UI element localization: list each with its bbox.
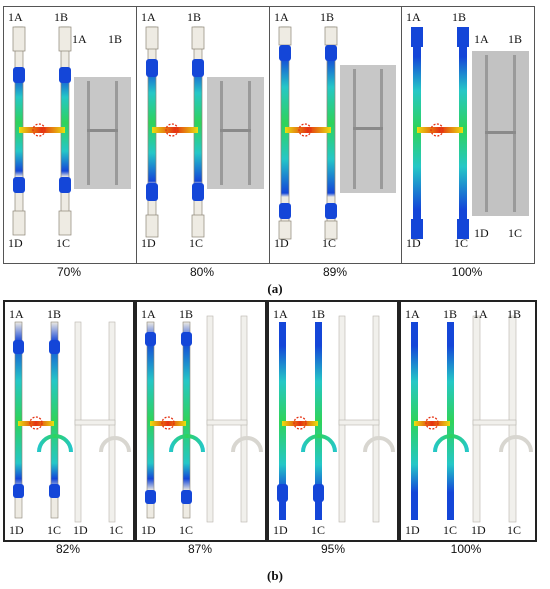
label-1a: 1A xyxy=(141,10,156,24)
label-1c: 1C xyxy=(311,523,326,537)
label-1b: 1B xyxy=(443,307,458,321)
figure-row-a: 1A 1B 1A 1B 1D 1C xyxy=(3,6,535,296)
panel-b-100: 1A 1B 1A 1B 1D 1C 1D 1C xyxy=(399,300,537,542)
panel-a-80: 1A 1B 1D 1C xyxy=(136,6,270,264)
label-1b: 1B xyxy=(452,10,467,24)
photo-label-1c: 1C xyxy=(507,523,522,537)
label-1b: 1B xyxy=(187,10,202,24)
photo-label-1b: 1B xyxy=(508,32,523,46)
label-1b: 1B xyxy=(311,307,326,321)
simulation-a-80 xyxy=(145,26,205,238)
label-1b: 1B xyxy=(47,307,62,321)
percent-b-87: 87% xyxy=(187,542,213,556)
photo-label-1a: 1A xyxy=(72,32,87,46)
percent-b-95: 95% xyxy=(320,542,346,556)
label-1d: 1D xyxy=(274,236,289,250)
simulation-a-70 xyxy=(12,26,72,236)
label-1b: 1B xyxy=(179,307,194,321)
panel-b-95: 1A 1B 1D 1C xyxy=(267,300,399,542)
photo-label-1c: 1C xyxy=(508,226,523,240)
label-1a: 1A xyxy=(273,307,288,321)
label-1a: 1A xyxy=(406,10,421,24)
photo-label-1a: 1A xyxy=(474,32,489,46)
percent-a-70: 70% xyxy=(56,265,82,279)
photo-label-1d: 1D xyxy=(474,226,489,240)
label-1b: 1B xyxy=(320,10,335,24)
label-1c: 1C xyxy=(322,236,337,250)
panel-a-89: 1A 1B 1D 1C xyxy=(269,6,402,264)
simulation-b-100 xyxy=(411,315,533,523)
label-1d: 1D xyxy=(405,523,420,537)
label-1c: 1C xyxy=(454,236,469,250)
label-1a: 1A xyxy=(8,10,23,24)
label-1d: 1D xyxy=(9,523,24,537)
label-1b: 1B xyxy=(54,10,69,24)
photo-label-1b: 1B xyxy=(507,307,522,321)
caption-a: (a) xyxy=(267,281,283,296)
label-1d: 1D xyxy=(8,236,23,250)
label-1c: 1C xyxy=(47,523,62,537)
photo-a-70 xyxy=(74,77,131,189)
photo-label-1d: 1D xyxy=(73,523,88,537)
photo-a-100 xyxy=(472,51,529,216)
percent-a-100: 100% xyxy=(451,265,483,279)
label-1c: 1C xyxy=(189,236,204,250)
percent-b-100: 100% xyxy=(450,542,482,556)
photo-a-89 xyxy=(340,65,396,193)
label-1a: 1A xyxy=(141,307,156,321)
panel-b-82: 1A 1B 1D 1C 1D 1C xyxy=(3,300,135,542)
figure-row-b: 1A 1B 1D 1C 1D 1C 1A 1B 1D 1C xyxy=(0,300,550,589)
simulation-b-87 xyxy=(145,315,263,523)
panel-b-87: 1A 1B 1D 1C xyxy=(135,300,267,542)
label-1a: 1A xyxy=(9,307,24,321)
percent-a-89: 89% xyxy=(322,265,348,279)
label-1c: 1C xyxy=(179,523,194,537)
photo-label-1b: 1B xyxy=(108,32,123,46)
simulation-a-100 xyxy=(411,27,469,239)
label-1d: 1D xyxy=(406,236,421,250)
panel-a-70: 1A 1B 1A 1B 1D 1C xyxy=(3,6,137,264)
simulation-b-95 xyxy=(277,315,395,523)
photo-label-1c: 1C xyxy=(109,523,124,537)
label-1a: 1A xyxy=(274,10,289,24)
label-1c: 1C xyxy=(56,236,71,250)
simulation-b-82 xyxy=(13,321,131,523)
panel-a-100: 1A 1B 1A 1B 1D 1C 1D 1C xyxy=(401,6,535,264)
caption-b: (b) xyxy=(267,568,283,583)
photo-label-1a: 1A xyxy=(473,307,488,321)
label-1d: 1D xyxy=(141,236,156,250)
photo-label-1d: 1D xyxy=(471,523,486,537)
label-1a: 1A xyxy=(405,307,420,321)
photo-a-80 xyxy=(207,77,264,189)
label-1c: 1C xyxy=(443,523,458,537)
percent-b-82: 82% xyxy=(55,542,81,556)
label-1d: 1D xyxy=(273,523,288,537)
simulation-a-89 xyxy=(278,26,338,240)
label-1d: 1D xyxy=(141,523,156,537)
percent-a-80: 80% xyxy=(189,265,215,279)
